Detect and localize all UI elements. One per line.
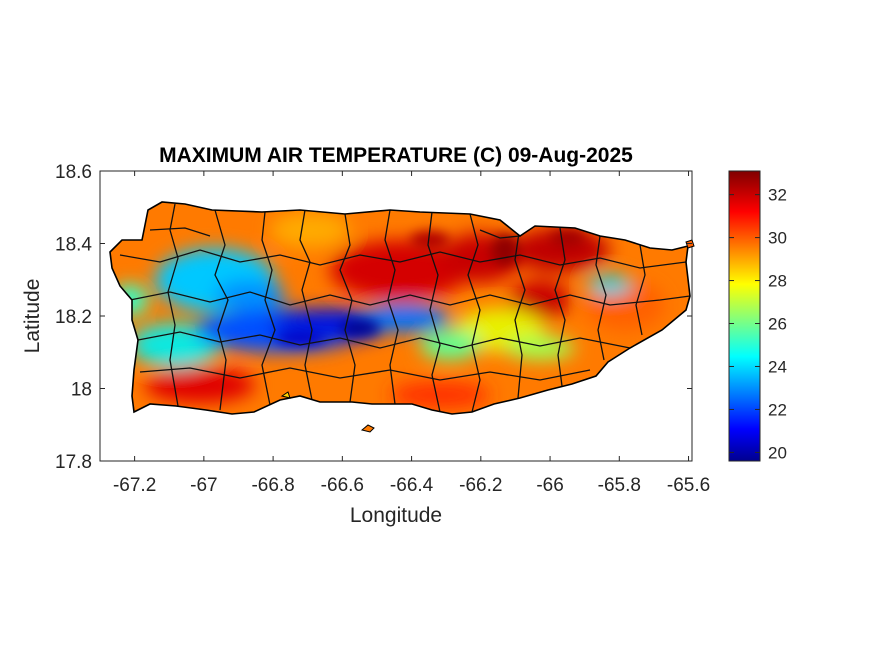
x-axis: -67.2 -67 -66.8 -66.6 -66.4 -66.2 -66 -65.8 -65.…	[113, 171, 710, 496]
colorbar-tick-label: 26	[768, 315, 787, 334]
chart-title: MAXIMUM AIR TEMPERATURE (C) 09-Aug-2025	[159, 144, 633, 167]
colorbar-tick-label: 20	[768, 443, 787, 462]
island-outline	[109, 201, 691, 415]
y-tick-label: 18	[71, 380, 92, 401]
colorbar-tick-label: 30	[768, 229, 787, 248]
x-tick-label: -66.6	[321, 475, 364, 496]
y-axis: 17.8 18 18.2 18.4 18.6	[55, 162, 692, 473]
colorbar	[728, 170, 761, 462]
x-axis-label: Longitude	[350, 504, 442, 527]
offshore-cay	[280, 391, 291, 399]
colorbar-ticks: 20 22 24 26 28 30 32	[729, 186, 787, 462]
x-tick-label: -66.4	[390, 475, 434, 496]
y-tick-label: 17.8	[55, 452, 92, 473]
x-tick-label: -67	[190, 475, 217, 496]
offshore-cay	[360, 424, 375, 433]
colorbar-tick-label: 22	[768, 400, 787, 419]
x-tick-label: -66.2	[459, 475, 502, 496]
colorbar-tick-label: 24	[768, 357, 787, 376]
y-tick-label: 18.6	[55, 162, 92, 183]
x-tick-label: -65.6	[667, 475, 710, 496]
y-tick-label: 18.4	[55, 235, 92, 256]
y-tick-label: 18.2	[55, 307, 92, 328]
x-tick-label: -65.8	[598, 475, 641, 496]
x-tick-label: -66	[536, 475, 563, 496]
y-axis-label: Latitude	[21, 279, 44, 354]
colorbar-tick-label: 28	[768, 272, 787, 291]
colorbar-tick-label: 32	[768, 186, 787, 205]
temperature-field	[110, 202, 690, 414]
municipality-boundaries	[119, 203, 690, 413]
x-tick-label: -66.8	[251, 475, 294, 496]
x-tick-label: -67.2	[113, 475, 156, 496]
